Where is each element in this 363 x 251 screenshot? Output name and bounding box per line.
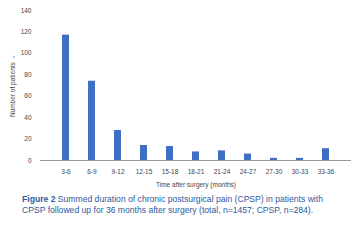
svg-text:20: 20 [24,135,32,142]
html-text:Figure 2 Summed duration of ch: Figure 2 Summed duration of chronic post… [22,194,323,215]
svg-text:Number of patients →: Number of patients → [9,54,17,117]
svg-text:3-6: 3-6 [61,168,71,175]
svg-text:33-36: 33-36 [318,168,335,175]
svg-text:40: 40 [24,114,32,121]
svg-text:15-18: 15-18 [162,168,179,175]
svg-text:6-9: 6-9 [87,168,97,175]
svg-text:80: 80 [24,71,32,78]
svg-text:60: 60 [24,92,32,99]
svg-text:27-30: 27-30 [266,168,283,175]
svg-text:140: 140 [21,7,32,14]
svg-text:18-21: 18-21 [188,168,205,175]
svg-text:120: 120 [21,28,32,35]
svg-text:9-12: 9-12 [111,168,124,175]
svg-text:12-15: 12-15 [136,168,153,175]
svg-text:24-27: 24-27 [240,168,257,175]
svg-text:30-33: 30-33 [292,168,309,175]
svg-text:0: 0 [28,157,32,164]
svg-text:100: 100 [21,49,32,56]
svg-text:21-24: 21-24 [214,168,231,175]
svg-text:Time after surgery (months): Time after surgery (months) [156,181,236,189]
